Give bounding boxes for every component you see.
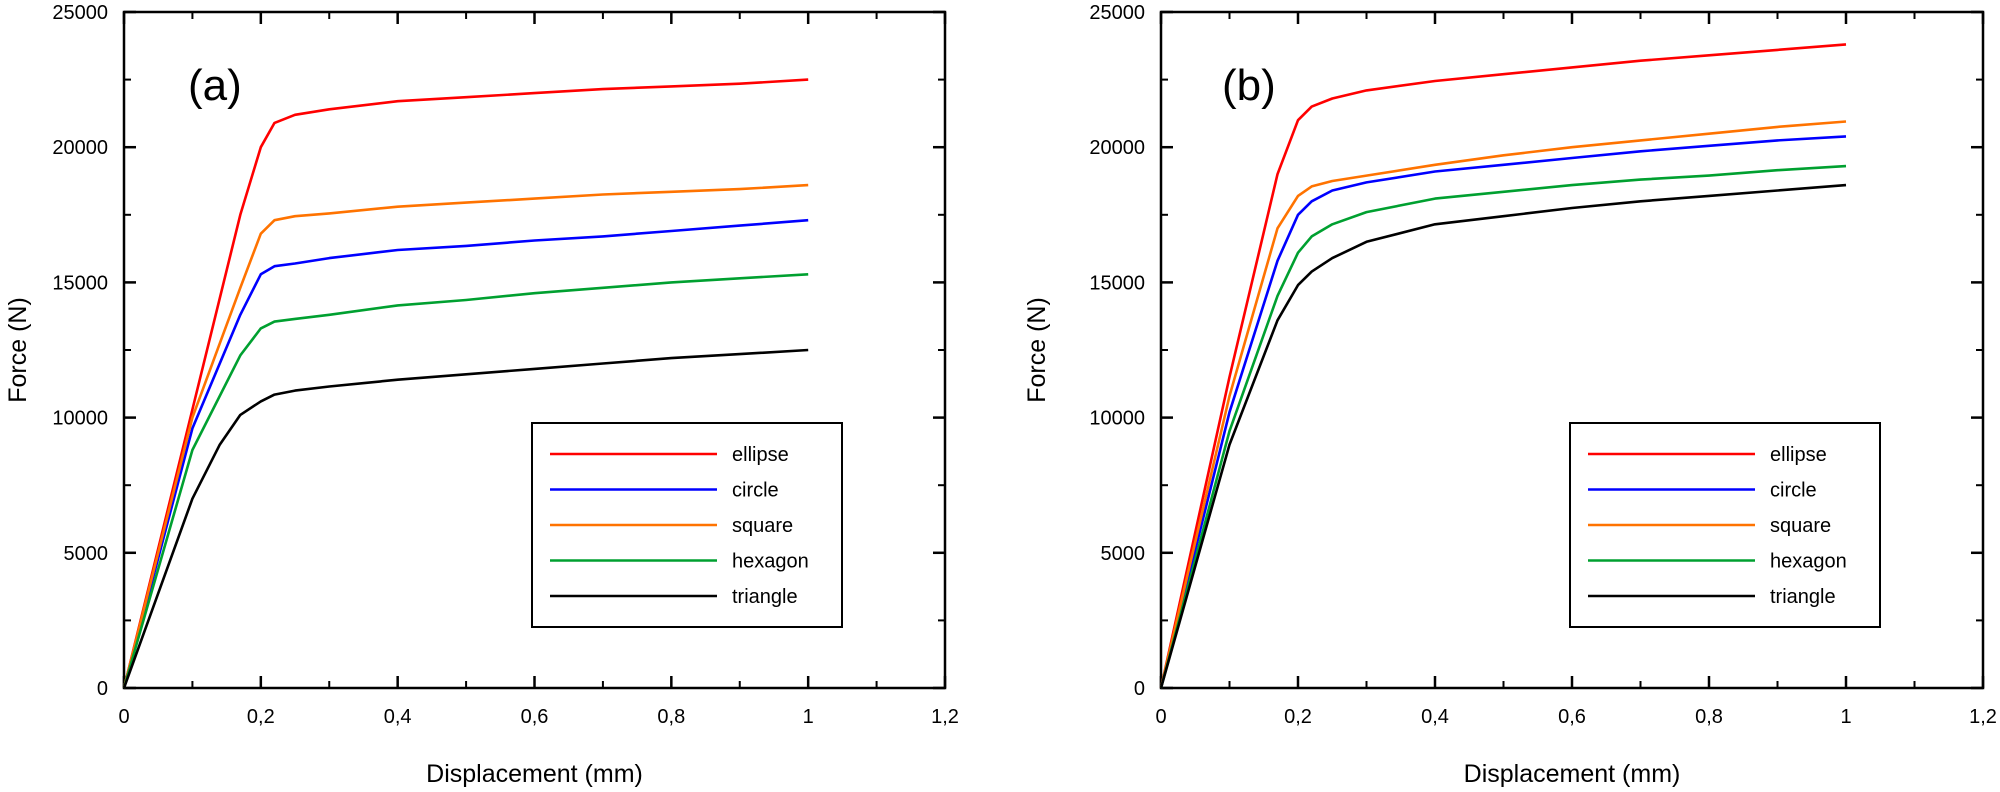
y-tick-label: 0: [1134, 678, 1145, 700]
x-tick-label: 0: [1155, 706, 1166, 728]
x-axis-label: Displacement (mm): [1464, 760, 1681, 788]
x-tick-label: 0,6: [1558, 706, 1586, 728]
panel-a: 0 0,2 0,4 0,6 0,8 1 1,2 0 5000 10000 15000 20000 250…: [4, 2, 959, 788]
series-line-ellipse: [1159, 43, 1847, 689]
y-tick-label: 20000: [52, 137, 108, 159]
legend-label-triangle: triangle: [1770, 586, 1836, 608]
series-line-hexagon: [1159, 164, 1847, 689]
y-tick-label: 25000: [52, 2, 108, 24]
y-tick-label: 15000: [1089, 272, 1145, 294]
y-axis-label: Force (N): [1023, 297, 1051, 403]
y-tick-label: 10000: [52, 408, 108, 430]
x-tick-label: 0,2: [1284, 706, 1312, 728]
y-tick-label: 25000: [1089, 2, 1145, 24]
legend-label-square: square: [1770, 515, 1831, 537]
x-tick-label: 0,8: [657, 706, 685, 728]
legend-label-circle: circle: [1770, 480, 1817, 502]
series-line-square: [1159, 120, 1847, 689]
legend-label-circle: circle: [732, 480, 779, 502]
panel-label: (b): [1222, 61, 1276, 110]
y-tick-label: 10000: [1089, 408, 1145, 430]
y-tick-label: 0: [97, 678, 108, 700]
x-tick-label: 0,6: [521, 706, 549, 728]
y-axis-label: Force (N): [4, 297, 32, 403]
x-tick-label: 0: [118, 706, 129, 728]
legend-label-hexagon: hexagon: [732, 551, 809, 573]
legend-label-ellipse: ellipse: [1770, 444, 1827, 466]
x-tick-label: 0,4: [1421, 706, 1449, 728]
x-tick-label: 0,8: [1695, 706, 1723, 728]
panel-b: 0 0,2 0,4 0,6 0,8 1 1,2 0 5000 10000 15000 20000 250…: [1023, 2, 1997, 788]
series-line-triangle: [122, 348, 809, 689]
series-line-circle: [122, 218, 809, 689]
x-tick-label: 1,2: [931, 706, 959, 728]
legend-label-hexagon: hexagon: [1770, 551, 1847, 573]
series-line-ellipse: [122, 78, 809, 689]
y-tick-label: 15000: [52, 272, 108, 294]
series-line-triangle: [1159, 183, 1847, 689]
y-tick-label: 5000: [64, 543, 109, 565]
x-tick-label: 1: [803, 706, 814, 728]
x-tick-label: 0,2: [247, 706, 275, 728]
x-tick-label: 0,4: [384, 706, 412, 728]
x-tick-label: 1,2: [1969, 706, 1997, 728]
series-line-square: [122, 183, 809, 689]
x-tick-label: 1: [1840, 706, 1851, 728]
panel-label: (a): [188, 61, 242, 110]
legend-label-ellipse: ellipse: [732, 444, 789, 466]
legend-label-triangle: triangle: [732, 586, 798, 608]
series-line-circle: [1159, 135, 1847, 689]
y-tick-label: 20000: [1089, 137, 1145, 159]
series-line-hexagon: [122, 273, 809, 689]
x-axis-label: Displacement (mm): [426, 760, 643, 788]
y-tick-label: 5000: [1101, 543, 1146, 565]
legend-label-square: square: [732, 515, 793, 537]
